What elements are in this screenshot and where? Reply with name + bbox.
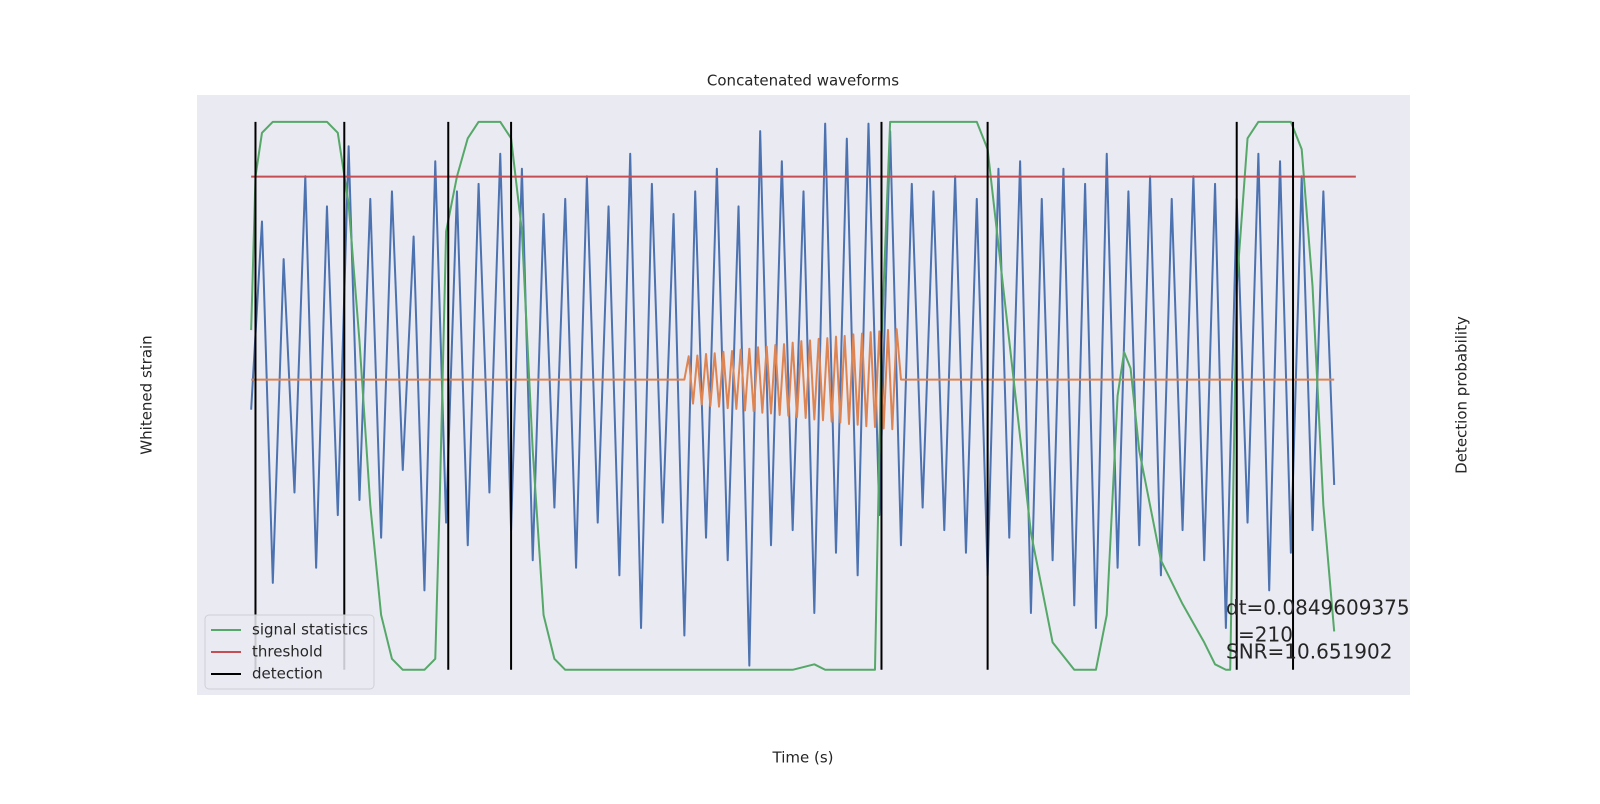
chart-title: Concatenated waveforms	[707, 72, 899, 90]
marks	[250, 120, 1356, 671]
legend-box	[204, 614, 375, 690]
x-axis-label: Time (s)	[772, 749, 834, 767]
overlay: signal statistics threshold detection dt=0.…	[204, 596, 1410, 690]
legend-label: detection	[252, 665, 323, 683]
y2-axis-label: Detection probability	[1453, 316, 1471, 474]
y-axis-label: Whitened strain	[138, 335, 156, 454]
annotation: =210	[1238, 623, 1293, 647]
series-line	[251, 328, 1335, 431]
series-line	[250, 122, 1336, 667]
annotation: dt=0.0849609375	[1226, 596, 1410, 620]
legend-label: threshold	[252, 643, 323, 661]
series-line	[250, 120, 1336, 671]
annotation: SNR=10.651902	[1226, 640, 1392, 664]
legend-label: signal statistics	[252, 621, 368, 639]
